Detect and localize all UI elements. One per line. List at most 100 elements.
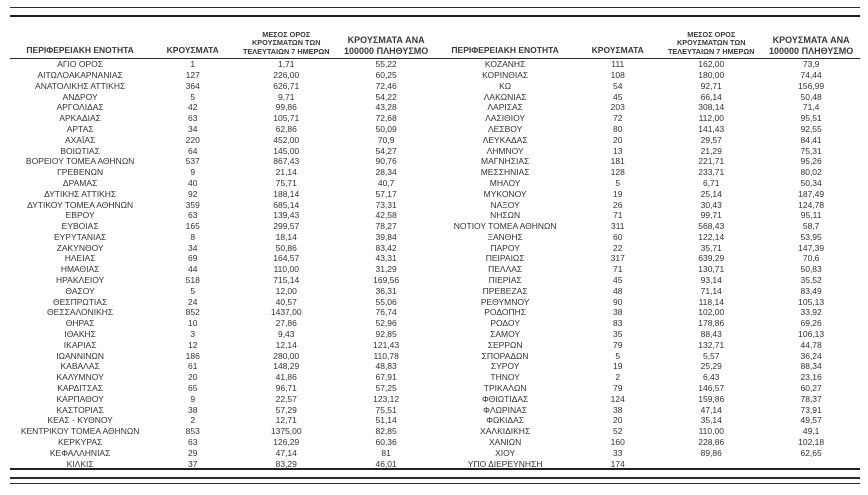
cases-value: 35 <box>613 329 623 340</box>
regional-unit-name: ΙΚΑΡΙΑΣ <box>63 339 97 350</box>
cases-value: 64 <box>188 145 198 156</box>
per-100000-value: 60,36 <box>375 437 397 448</box>
column-header-cases-per-100000: ΚΡΟΥΣΜΑΤΑ ΑΝΑ 100000 ΠΛΗΘΥΣΜΟ <box>762 17 860 59</box>
per-100000-value: 102,18 <box>798 437 825 448</box>
regional-unit-name: ΧΑΝΙΩΝ <box>488 437 522 448</box>
avg-7day-value: 146,57 <box>698 383 725 394</box>
avg-7day-value: 99,71 <box>700 210 722 221</box>
regional-unit-name: ΛΕΥΚΑΔΑΣ <box>482 134 528 145</box>
table-row: ΛΗΜΝΟΥ 13 21,29 75,31 <box>435 145 860 156</box>
table-row: ΧΑΝΙΩΝ 160 228,86 102,18 <box>435 437 860 448</box>
regional-unit-name: ΑΝΑΤΟΛΙΚΗΣ ΑΤΤΙΚΗΣ <box>35 80 126 91</box>
per-100000-value: 55,06 <box>375 296 397 307</box>
avg-7day-value: 12,71 <box>275 415 297 426</box>
avg-7day-value: 21,14 <box>275 167 297 178</box>
table-row: ΚΟΖΑΝΗΣ 111 162,00 73,9 <box>435 59 860 70</box>
per-100000-value: 75,51 <box>375 404 397 415</box>
table-row: ΛΑΚΩΝΙΑΣ 45 66,14 50,48 <box>435 91 860 102</box>
table-body-right: ΚΟΖΑΝΗΣ 111 162,00 73,9 ΚΟΡΙΝΘΙΑΣ 108 180,00 74… <box>435 59 860 470</box>
table-row: ΣΕΡΡΩΝ 79 132,71 44,78 <box>435 340 860 351</box>
table-row: ΚΕΦΑΛΛΗΝΙΑΣ 29 47,14 81 <box>10 448 435 459</box>
per-100000-value: 105,13 <box>798 296 825 307</box>
per-100000-value: 72,46 <box>375 80 397 91</box>
table-row: ΞΑΝΘΗΣ 60 122,14 53,95 <box>435 232 860 243</box>
avg-7day-value: 29,57 <box>700 134 722 145</box>
table-row: ΔΥΤΙΚΗΣ ΑΤΤΙΚΗΣ 92 188,14 57,17 <box>10 189 435 200</box>
per-100000-value: 71,4 <box>802 102 820 113</box>
per-100000-value <box>762 458 860 469</box>
per-100000-value: 60,25 <box>375 69 397 80</box>
regional-unit-name: ΑΡΓΟΛΙΔΑΣ <box>56 102 104 113</box>
table-row: ΚΕΡΚΥΡΑΣ 63 126,29 60,36 <box>10 437 435 448</box>
table-row: ΜΕΣΣΗΝΙΑΣ 128 233,71 80,02 <box>435 167 860 178</box>
avg-7day-value: 47,14 <box>700 404 722 415</box>
table-row: ΠΕΙΡΑΙΩΣ 317 639,29 70,6 <box>435 253 860 264</box>
table-row: ΣΠΟΡΑΔΩΝ 5 5,57 36,24 <box>435 351 860 362</box>
cases-value: 69 <box>188 253 198 264</box>
avg-7day-value: 178,86 <box>698 318 725 329</box>
per-100000-value: 49,1 <box>802 426 820 437</box>
avg-7day-value: 112,00 <box>698 113 724 124</box>
per-100000-value: 50,09 <box>375 123 397 134</box>
avg-7day-value: 89,86 <box>700 447 722 458</box>
per-100000-value: 74,44 <box>800 69 822 80</box>
avg-7day-value: 12,00 <box>275 285 297 296</box>
table-row: ΒΟΡΕΙΟΥ ΤΟΜΕΑ ΑΘΗΝΩΝ 537 867,43 90,76 <box>10 156 435 167</box>
regional-unit-name: ΤΗΝΟΥ <box>490 372 520 383</box>
regional-unit-name: ΠΡΕΒΕΖΑΣ <box>482 285 528 296</box>
table-row: ΘΑΣΟΥ 5 12,00 36,31 <box>10 286 435 297</box>
avg-7day-value: 71,14 <box>700 285 722 296</box>
avg-7day-value: 96,71 <box>275 383 297 394</box>
avg-7day-value: 188,14 <box>273 188 300 199</box>
avg-7day-value: 1375,00 <box>270 426 302 437</box>
avg-7day-value: 47,14 <box>275 447 297 458</box>
column-header-cases: ΚΡΟΥΣΜΑΤΑ <box>575 17 661 59</box>
per-100000-value: 83,49 <box>800 285 822 296</box>
per-100000-value: 52,96 <box>375 318 397 329</box>
avg-7day-value: 228,86 <box>698 437 725 448</box>
regional-cases-tables: ΠΕΡΙΦΕΡΕΙΑΚΗ ΕΝΟΤΗΤΑ ΚΡΟΥΣΜΑΤΑ ΜΕΣΟΣ ΟΡΟ… <box>10 15 860 470</box>
cases-value: 8 <box>190 231 196 242</box>
regional-unit-name: ΡΕΘΥΜΝΟΥ <box>480 296 530 307</box>
per-100000-value: 95,26 <box>800 156 822 167</box>
cases-value: 317 <box>610 253 625 264</box>
per-100000-value: 95,11 <box>800 210 822 221</box>
avg-7day-value: 18,14 <box>275 231 297 242</box>
table-header-left: ΠΕΡΙΦΕΡΕΙΑΚΗ ΕΝΟΤΗΤΑ ΚΡΟΥΣΜΑΤΑ ΜΕΣΟΣ ΟΡΟ… <box>10 17 435 59</box>
per-100000-value: 110,78 <box>373 350 399 361</box>
regional-unit-name: ΔΡΑΜΑΣ <box>62 177 98 188</box>
regional-unit-name: ΕΥΒΟΙΑΣ <box>61 221 99 232</box>
bottom-divider-line-thin <box>10 483 860 484</box>
table-row: ΠΕΛΛΑΣ 71 130,71 50,83 <box>435 264 860 275</box>
cases-value: 19 <box>613 188 623 199</box>
column-header-regional-unit: ΠΕΡΙΦΕΡΕΙΑΚΗ ΕΝΟΤΗΤΑ <box>10 17 151 59</box>
cases-value: 128 <box>610 167 625 178</box>
per-100000-value: 90,76 <box>375 156 397 167</box>
avg-7day-value: 93,14 <box>700 275 722 286</box>
cases-value: 22 <box>613 242 623 253</box>
table-row: ΡΕΘΥΜΝΟΥ 90 118,14 105,13 <box>435 297 860 308</box>
table-row: ΛΑΣΙΘΙΟΥ 72 112,00 95,51 <box>435 113 860 124</box>
table-row: ΚΑΛΥΜΝΟΥ 20 41,86 67,91 <box>10 372 435 383</box>
table-row: ΙΩΑΝΝΙΝΩΝ 186 280,00 110,78 <box>10 351 435 362</box>
avg-7day-value: 50,86 <box>275 242 297 253</box>
per-100000-value: 123,12 <box>373 393 400 404</box>
table-row: ΘΕΣΠΡΩΤΙΑΣ 24 40,57 55,06 <box>10 297 435 308</box>
cases-value: 63 <box>188 210 198 221</box>
cases-value: 9 <box>190 393 196 404</box>
regional-unit-name: ΘΕΣΣΑΛΟΝΙΚΗΣ <box>47 307 114 318</box>
cases-value: 127 <box>185 69 200 80</box>
cases-value: 364 <box>185 80 200 91</box>
per-100000-value: 36,31 <box>375 285 397 296</box>
avg-7day-value: 105,71 <box>273 113 300 124</box>
cases-value: 111 <box>611 59 625 70</box>
per-100000-value: 88,34 <box>800 361 822 372</box>
avg-7day-value: 102,00 <box>698 307 725 318</box>
avg-7day-value: 118,14 <box>698 296 724 307</box>
table-row: ΚΑΣΤΟΡΙΑΣ 38 57,29 75,51 <box>10 405 435 416</box>
regional-unit-name: ΡΟΔΟΠΗΣ <box>484 307 526 318</box>
regional-unit-name: ΝΟΤΙΟΥ ΤΟΜΕΑ ΑΘΗΝΩΝ <box>453 221 557 232</box>
per-100000-value: 28,34 <box>375 167 397 178</box>
table-row: ΖΑΚΥΝΘΟΥ 34 50,86 83,42 <box>10 243 435 254</box>
